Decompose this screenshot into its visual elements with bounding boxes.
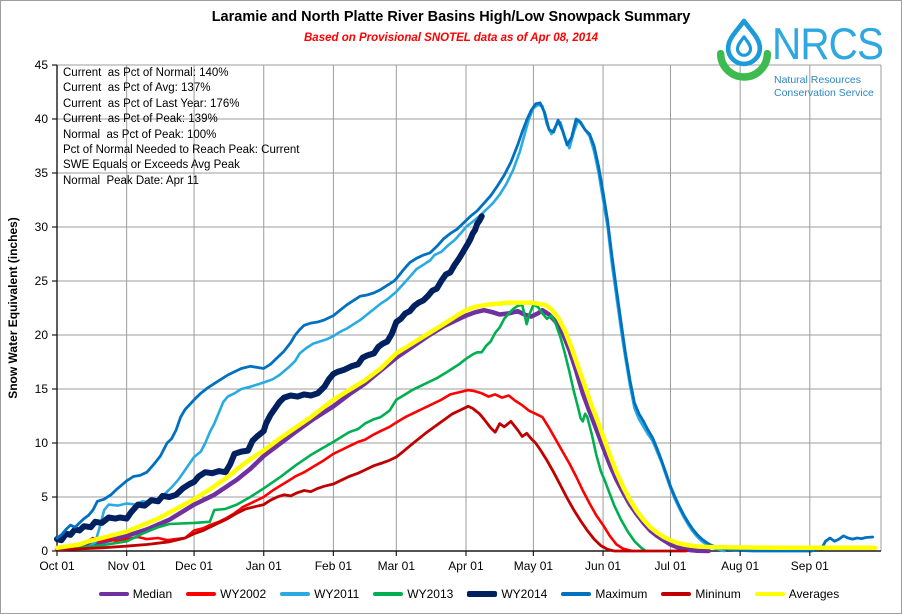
info-line-8: Normal Peak Date: Apr 11 (63, 174, 199, 187)
series-line-wy2011 (55, 103, 726, 553)
legend-swatch (661, 592, 692, 596)
x-tick-label: Oct 01 (39, 559, 75, 573)
info-line-1: Current as Pct of Normal: 140% (63, 67, 229, 79)
legend-item-wy2002: WY2002 (186, 587, 266, 601)
x-tick-label: Mar 01 (378, 559, 416, 573)
legend-item-maximum: Maximum (561, 587, 647, 601)
x-tick-label: Sep 01 (791, 559, 829, 573)
series-line-mininum (55, 404, 688, 553)
y-tick-label: 20 (35, 328, 49, 342)
water-drop-icon (716, 18, 772, 81)
chart-subtitle: Based on Provisional SNOTEL data as of A… (304, 32, 598, 44)
legend-item-wy2011: WY2011 (280, 587, 359, 601)
legend-label: Median (132, 587, 173, 601)
x-tick-label: May 01 (514, 559, 554, 573)
legend-label: WY2011 (314, 587, 360, 601)
legend-swatch (98, 592, 129, 596)
legend-item-wy2013: WY2013 (373, 587, 453, 601)
y-tick-label: 40 (35, 112, 49, 126)
series-line-maximum (55, 101, 875, 553)
y-tick-label: 15 (35, 382, 49, 396)
legend-label: Maximum (595, 587, 648, 601)
legend-swatch (754, 592, 785, 596)
legend-item-mininum: Mininum (661, 587, 741, 601)
legend-label: WY2002 (220, 587, 267, 601)
legend-label: WY2013 (407, 587, 454, 601)
summary-stats-box: Current as Pct of Normal: 140% Current as… (63, 66, 300, 189)
legend-swatch (561, 592, 592, 596)
legend-item-median: Median (98, 587, 173, 601)
info-line-2: Current as Pct of Avg: 137% (63, 82, 211, 95)
y-tick-label: 30 (35, 220, 49, 234)
x-tick-label: Apr 01 (448, 559, 484, 573)
x-tick-label: Dec 01 (175, 559, 213, 573)
info-line-6: Pct of Normal Needed to Reach Peak: Curr… (63, 144, 300, 157)
legend-item-wy2014: WY2014 (467, 587, 547, 601)
nrcs-subtitle: Natural Resources Conservation Service (774, 74, 874, 99)
info-line-5: Normal as Pct of Peak: 100% (63, 128, 217, 141)
y-axis-label: Snow Water Equivalent (inches) (6, 217, 20, 399)
info-line-3: Current as Pct of Last Year: 176% (63, 97, 240, 110)
page-title: Laramie and North Platte River Basins Hi… (211, 9, 691, 25)
series-line-wy2014 (54, 213, 485, 544)
x-tick-label: Jan 01 (246, 559, 282, 573)
y-tick-label: 45 (35, 58, 49, 72)
y-tick-label: 10 (35, 436, 49, 450)
legend-swatch (280, 592, 311, 596)
legend-label: Mininum (695, 587, 741, 601)
x-tick-label: Aug 01 (721, 559, 759, 573)
series-line-averages (54, 300, 878, 551)
legend-label: WY2014 (501, 587, 548, 601)
x-tick-label: Nov 01 (108, 559, 146, 573)
info-line-7: SWE Equals or Exceeds Avg Peak (63, 159, 240, 172)
legend-swatch (186, 592, 217, 596)
legend-swatch (467, 591, 498, 597)
nrcs-wordmark: NRCS (772, 19, 884, 70)
series-line-wy2013 (55, 303, 648, 553)
x-tick-label: Jul 01 (654, 559, 686, 573)
legend-label: Averages (788, 587, 840, 601)
y-tick-label: 35 (35, 166, 49, 180)
y-tick-label: 25 (35, 274, 49, 288)
x-tick-label: Feb 01 (315, 559, 353, 573)
y-tick-label: 0 (41, 544, 48, 558)
nrcs-logo: NRCS Natural Resources Conservation Serv… (716, 14, 898, 99)
x-tick-label: Jun 01 (585, 559, 621, 573)
chart-legend: Median WY2002 WY2011 WY2013 WY2014 Maximum Min… (57, 583, 881, 605)
y-tick-label: 5 (41, 490, 48, 504)
info-line-4: Current as Pct of Peak: 139% (63, 113, 218, 126)
legend-item-averages: Averages (754, 587, 840, 601)
legend-swatch (373, 592, 404, 596)
